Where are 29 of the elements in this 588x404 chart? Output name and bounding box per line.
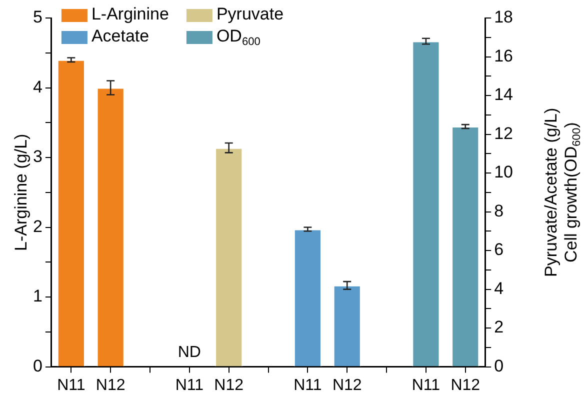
- x-tick-label: N12: [96, 376, 126, 394]
- y2-tick-label: 14: [494, 85, 514, 104]
- y-axis-title: L-Arginine (g/L): [12, 134, 31, 251]
- x-tick-label: N12: [450, 376, 480, 394]
- legend-label: L-Arginine: [91, 4, 169, 24]
- text: ND: [178, 344, 201, 362]
- x-tick-label: N11: [175, 376, 204, 394]
- x-tick-label: N11: [412, 376, 440, 394]
- x-tick-label: N11: [294, 376, 322, 394]
- y-tick-label: 2: [32, 216, 42, 236]
- y2-tick-label: 2: [494, 318, 504, 337]
- y2-tick-label: 0: [494, 356, 504, 376]
- x-tick-label: N12: [214, 376, 244, 394]
- y-tick-label: 3: [32, 147, 42, 166]
- y2-tick-label: 10: [494, 162, 514, 182]
- y2-tick-label: 4: [494, 278, 504, 298]
- y-tick-label: 0: [32, 356, 42, 376]
- x-tick-label: N11: [57, 376, 86, 394]
- y2-tick-label: 12: [494, 124, 514, 143]
- legend-label: Pyruvate: [216, 4, 284, 24]
- y2-tick-label: 16: [494, 46, 514, 66]
- x-tick-label: N12: [332, 376, 362, 394]
- y-tick-label: 4: [32, 77, 42, 96]
- legend-label: Acetate: [91, 26, 150, 46]
- y2-tick-label: 18: [494, 8, 514, 27]
- y-tick-label: 1: [32, 286, 42, 306]
- y2-tick-label: 6: [494, 240, 504, 260]
- y-tick-label: 5: [32, 8, 42, 27]
- y2-tick-label: 8: [494, 201, 504, 220]
